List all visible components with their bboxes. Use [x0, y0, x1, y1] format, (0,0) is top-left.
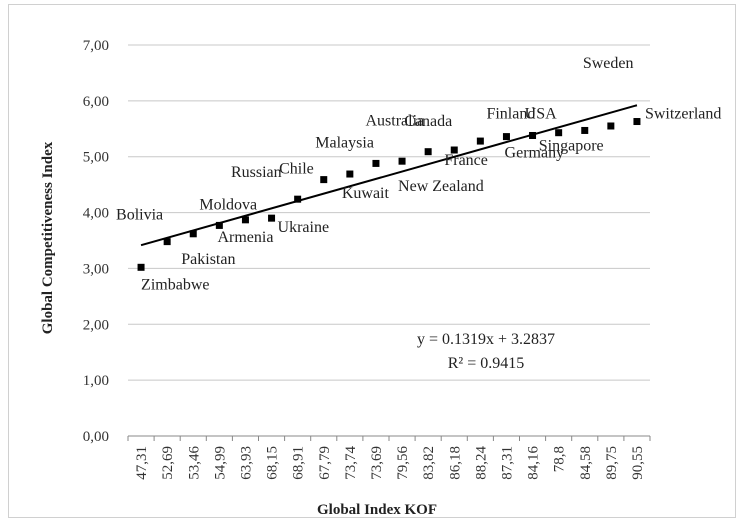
- x-tick-label: 84,58: [578, 446, 594, 480]
- x-tick-label: 52,69: [160, 446, 176, 480]
- x-tick-label: 73,69: [369, 446, 385, 480]
- data-point: [137, 263, 145, 271]
- x-axis: [127, 435, 651, 441]
- y-axis-ticks: 0,00 1,00 2,00 3,00 4,00 5,00 6,00 7,00: [83, 38, 109, 445]
- data-point: [215, 221, 223, 229]
- gridlines: [128, 44, 650, 381]
- y-tick-label: 2,00: [83, 317, 109, 333]
- country-label: Finland: [486, 106, 535, 123]
- x-tick-label: 63,93: [238, 446, 254, 480]
- x-tick-label: 68,15: [265, 446, 281, 480]
- x-tick-label: 88,24: [473, 445, 489, 479]
- x-tick-label: 86,18: [447, 446, 463, 480]
- country-label: Zimbabwe: [141, 276, 209, 293]
- x-tick-label: 79,56: [395, 446, 411, 480]
- data-points: [137, 118, 641, 271]
- y-tick-label: 4,00: [83, 206, 109, 222]
- data-point: [241, 216, 249, 224]
- data-point: [372, 159, 380, 167]
- y-tick-label: 3,00: [83, 261, 109, 277]
- trendline-r-squared: R² = 0.9415: [448, 355, 525, 372]
- x-tick-label: 47,31: [134, 446, 150, 480]
- point-labels: Zimbabwe Bolivia Pakistan Moldova Armenia Ukr…: [116, 55, 721, 293]
- country-label: Armenia: [217, 229, 273, 246]
- country-label: Kuwait: [342, 185, 390, 202]
- data-point: [294, 195, 302, 203]
- data-point: [163, 238, 171, 246]
- country-label: Canada: [404, 113, 452, 130]
- country-label: Pakistan: [181, 251, 235, 268]
- chart-frame: [8, 4, 736, 518]
- country-label: New Zealand: [398, 178, 484, 195]
- x-axis-ticks: 47,31 52,69 53,46 54,99 63,93 68,15 68,91 67,79…: [134, 445, 646, 479]
- data-point: [424, 148, 432, 156]
- data-point: [555, 129, 563, 137]
- country-label: Moldova: [199, 196, 257, 213]
- trendline: [140, 104, 638, 247]
- data-point: [502, 133, 510, 141]
- x-tick-label: 90,55: [630, 446, 646, 480]
- data-point: [346, 170, 354, 178]
- trendline-equation: y = 0.1319x + 3.2837: [417, 331, 555, 348]
- data-point: [633, 118, 641, 126]
- country-label: Germany: [505, 144, 565, 161]
- data-point: [476, 137, 484, 145]
- data-point: [607, 122, 615, 130]
- data-point: [398, 157, 406, 165]
- country-label: Chile: [279, 161, 314, 178]
- country-label: Singapore: [539, 137, 604, 154]
- x-axis-title: Global Index KOF: [317, 502, 437, 518]
- country-label: Sweden: [583, 55, 634, 72]
- x-tick-label: 83,82: [421, 446, 437, 480]
- country-label: Australia: [365, 113, 424, 130]
- y-tick-label: 7,00: [83, 38, 109, 54]
- trendline-path: [140, 104, 638, 247]
- country-label: Malaysia: [315, 134, 374, 151]
- x-tick-label: 84,16: [526, 446, 542, 480]
- country-label: Bolivia: [116, 207, 163, 224]
- data-point: [529, 131, 537, 139]
- data-point: [450, 146, 458, 154]
- x-tick-label: 67,79: [317, 446, 333, 480]
- country-label: Russian: [231, 164, 282, 181]
- x-tick-label: 73,74: [343, 446, 359, 480]
- data-point: [268, 214, 276, 222]
- x-tick-label: 54,99: [212, 446, 228, 480]
- country-label: Ukraine: [278, 219, 330, 236]
- data-point: [320, 176, 328, 184]
- y-tick-label: 6,00: [83, 94, 109, 110]
- x-tick-label: 87,31: [499, 446, 515, 480]
- x-tick-label: 53,46: [186, 446, 202, 480]
- country-label: Switzerland: [645, 106, 721, 123]
- x-tick-label: 89,75: [604, 446, 620, 480]
- y-tick-label: 0,00: [83, 429, 109, 445]
- y-tick-label: 1,00: [83, 373, 109, 389]
- y-axis-title: Global Competitiveness Index: [40, 141, 56, 334]
- y-tick-label: 5,00: [83, 150, 109, 166]
- country-label: USA: [525, 106, 557, 123]
- data-point: [581, 126, 589, 134]
- data-point: [189, 230, 197, 238]
- country-label: France: [444, 152, 488, 169]
- x-tick-label: 68,91: [291, 446, 307, 480]
- x-tick-label: 78,8: [552, 446, 568, 472]
